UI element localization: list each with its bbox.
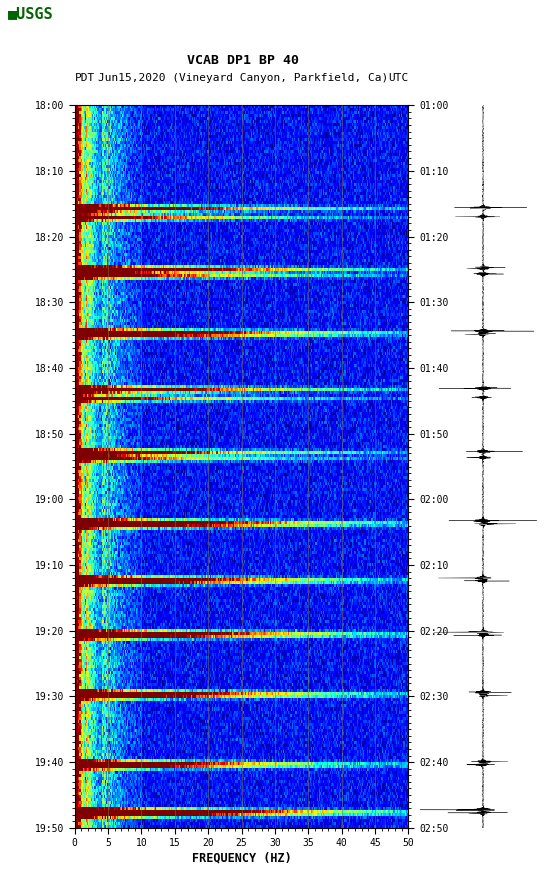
Text: VCAB DP1 BP 40: VCAB DP1 BP 40	[187, 54, 299, 67]
Text: PDT: PDT	[75, 73, 95, 83]
Text: Jun15,2020 (Vineyard Canyon, Parkfield, Ca): Jun15,2020 (Vineyard Canyon, Parkfield, …	[98, 73, 388, 83]
X-axis label: FREQUENCY (HZ): FREQUENCY (HZ)	[192, 851, 291, 864]
Text: ■USGS: ■USGS	[8, 6, 54, 21]
Text: UTC: UTC	[388, 73, 408, 83]
